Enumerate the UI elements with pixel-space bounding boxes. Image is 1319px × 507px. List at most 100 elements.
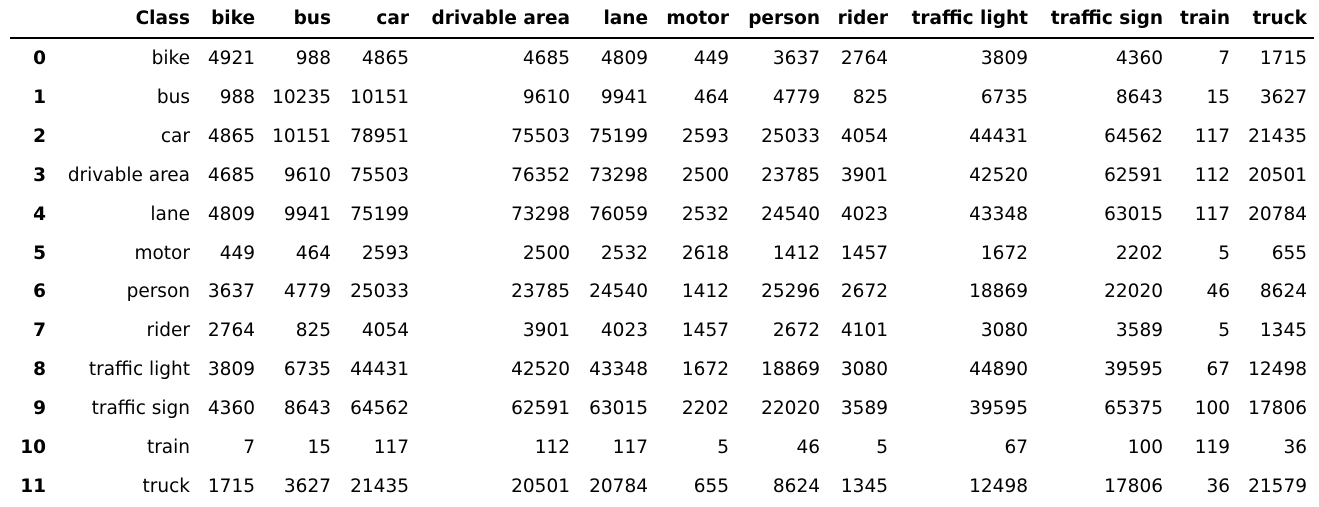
- cell-person: 23785: [761, 164, 820, 186]
- column-header-motor: motor: [666, 8, 729, 29]
- table-header: Class bike bus car drivable area lane motor per…: [10, 0, 1314, 38]
- cell-train: 5: [1218, 242, 1230, 264]
- cell-traffic-light: 1672: [980, 242, 1028, 264]
- cell-truck: 20501: [1248, 164, 1307, 186]
- table-row: 0 bike 4921 988 4865 4685 4809 449 3637 2764 3809 4…: [10, 38, 1314, 79]
- cell-traffic-light: 67: [1004, 437, 1028, 459]
- cell-traffic-sign: 64562: [1104, 125, 1163, 147]
- table-row: 1 bus 988 10235 10151 9610 9941 464 4779 825 6735 8…: [10, 79, 1314, 118]
- cell-bike: 988: [219, 86, 255, 108]
- cell-person: 46: [796, 437, 820, 459]
- cell-traffic-light: 44431: [969, 125, 1028, 147]
- cell-traffic-light: 18869: [969, 281, 1028, 303]
- cell-drivable-area: 62591: [511, 398, 570, 420]
- cell-bus: 15: [307, 437, 331, 459]
- cell-person: 25033: [761, 125, 820, 147]
- row-class-label: bike: [151, 48, 190, 69]
- cell-rider: 3080: [840, 359, 888, 381]
- cell-truck: 3627: [1259, 86, 1307, 108]
- row-index: 11: [20, 475, 46, 497]
- row-class-label: lane: [150, 203, 190, 225]
- cell-bus: 825: [295, 320, 331, 342]
- cell-bus: 10151: [272, 125, 331, 147]
- cell-bike: 4360: [207, 398, 255, 420]
- table-row: 2 car 4865 10151 78951 75503 75199 2593 25033 405…: [10, 118, 1314, 157]
- column-header-bike: bike: [211, 8, 255, 29]
- row-class-label: person: [126, 281, 190, 303]
- cell-car: 78951: [350, 125, 409, 147]
- cell-bus: 10235: [272, 86, 331, 108]
- cell-motor: 2500: [681, 164, 729, 186]
- row-index: 5: [33, 242, 46, 264]
- cell-person: 18869: [761, 359, 820, 381]
- cell-rider: 3589: [840, 398, 888, 420]
- cell-bike: 4921: [207, 48, 255, 69]
- cell-lane: 75199: [589, 125, 648, 147]
- cell-car: 64562: [350, 398, 409, 420]
- cell-traffic-light: 39595: [969, 398, 1028, 420]
- cell-train: 119: [1194, 437, 1230, 459]
- cell-motor: 449: [693, 48, 729, 69]
- cell-lane: 2532: [600, 242, 648, 264]
- cell-traffic-sign: 4360: [1115, 48, 1163, 69]
- cell-rider: 1457: [840, 242, 888, 264]
- row-index: 9: [33, 398, 46, 420]
- cell-lane: 9941: [600, 86, 648, 108]
- cell-lane: 20784: [589, 475, 648, 497]
- column-header-traffic-light: traffic light: [911, 8, 1028, 29]
- cell-bus: 988: [295, 48, 331, 69]
- table-row: 5 motor 449 464 2593 2500 2532 2618 1412 1457 1672…: [10, 235, 1314, 274]
- cell-lane: 117: [612, 437, 648, 459]
- cell-drivable-area: 73298: [511, 203, 570, 225]
- cell-drivable-area: 2500: [522, 242, 570, 264]
- column-header-train: train: [1180, 8, 1230, 29]
- row-class-label: car: [160, 125, 190, 147]
- cell-drivable-area: 4685: [522, 48, 570, 69]
- cell-person: 22020: [761, 398, 820, 420]
- cell-traffic-sign: 22020: [1104, 281, 1163, 303]
- cell-traffic-light: 43348: [969, 203, 1028, 225]
- cell-traffic-sign: 62591: [1104, 164, 1163, 186]
- cell-bus: 6735: [283, 359, 331, 381]
- cell-motor: 5: [717, 437, 729, 459]
- cell-train: 117: [1194, 203, 1230, 225]
- cell-rider: 825: [852, 86, 888, 108]
- cell-traffic-sign: 100: [1127, 437, 1163, 459]
- row-index: 8: [33, 359, 46, 381]
- cell-traffic-sign: 65375: [1104, 398, 1163, 420]
- cell-motor: 1412: [681, 281, 729, 303]
- cell-bike: 3809: [207, 359, 255, 381]
- cell-truck: 1345: [1259, 320, 1307, 342]
- cell-drivable-area: 23785: [511, 281, 570, 303]
- table-body: 0 bike 4921 988 4865 4685 4809 449 3637 2764 3809 4…: [10, 38, 1314, 507]
- column-header-rider: rider: [837, 8, 888, 29]
- cell-drivable-area: 20501: [511, 475, 570, 497]
- cell-person: 25296: [761, 281, 820, 303]
- cell-rider: 4054: [840, 125, 888, 147]
- cell-car: 4054: [361, 320, 409, 342]
- cell-lane: 63015: [589, 398, 648, 420]
- cell-traffic-light: 6735: [980, 86, 1028, 108]
- cell-train: 7: [1218, 48, 1230, 69]
- cell-motor: 1672: [681, 359, 729, 381]
- cell-train: 5: [1218, 320, 1230, 342]
- cell-car: 25033: [350, 281, 409, 303]
- cell-traffic-light: 12498: [969, 475, 1028, 497]
- cell-drivable-area: 42520: [511, 359, 570, 381]
- cell-bike: 3637: [207, 281, 255, 303]
- table-row: 6 person 3637 4779 25033 23785 24540 1412 25296 2…: [10, 273, 1314, 312]
- row-index: 7: [33, 320, 46, 342]
- header-row: Class bike bus car drivable area lane motor per…: [10, 0, 1314, 38]
- cell-truck: 1715: [1259, 48, 1307, 69]
- cell-motor: 464: [693, 86, 729, 108]
- cell-car: 75199: [350, 203, 409, 225]
- table-row: 11 truck 1715 3627 21435 20501 20784 655 8624 134…: [10, 468, 1314, 507]
- column-header-drivable-area: drivable area: [431, 8, 570, 29]
- column-header-truck: truck: [1252, 8, 1307, 29]
- cell-traffic-light: 44890: [969, 359, 1028, 381]
- cell-rider: 3901: [840, 164, 888, 186]
- cell-person: 2672: [772, 320, 820, 342]
- cell-car: 10151: [350, 86, 409, 108]
- row-index: 0: [33, 48, 46, 69]
- cell-rider: 4023: [840, 203, 888, 225]
